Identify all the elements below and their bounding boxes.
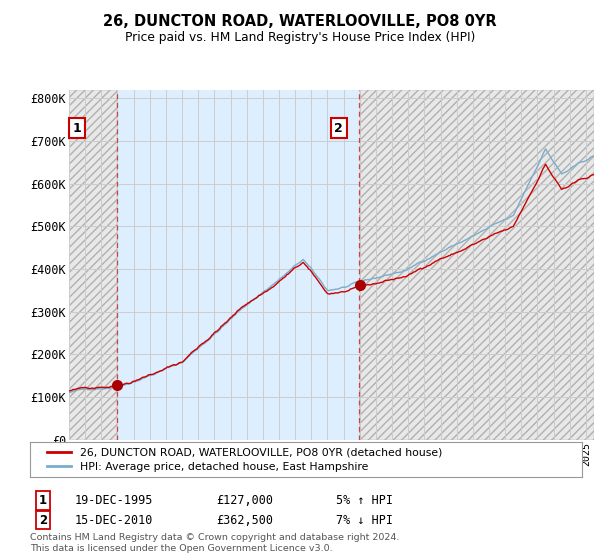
Text: 5% ↑ HPI: 5% ↑ HPI — [336, 494, 393, 507]
Text: 2: 2 — [39, 514, 47, 526]
Bar — [117, 90, 359, 440]
Text: £127,000: £127,000 — [216, 494, 273, 507]
Text: 2: 2 — [334, 122, 343, 134]
Text: 19-DEC-1995: 19-DEC-1995 — [75, 494, 154, 507]
Text: 26, DUNCTON ROAD, WATERLOOVILLE, PO8 0YR: 26, DUNCTON ROAD, WATERLOOVILLE, PO8 0YR — [103, 14, 497, 29]
Bar — [359, 90, 594, 440]
Bar — [69, 90, 117, 440]
Bar — [359, 90, 594, 440]
Text: 1: 1 — [73, 122, 82, 134]
Bar — [69, 90, 117, 440]
Legend: 26, DUNCTON ROAD, WATERLOOVILLE, PO8 0YR (detached house), HPI: Average price, d: 26, DUNCTON ROAD, WATERLOOVILLE, PO8 0YR… — [41, 441, 449, 479]
Text: 1: 1 — [39, 494, 47, 507]
Bar — [117, 90, 359, 440]
Text: Contains HM Land Registry data © Crown copyright and database right 2024.
This d: Contains HM Land Registry data © Crown c… — [30, 533, 400, 553]
Text: 15-DEC-2010: 15-DEC-2010 — [75, 514, 154, 526]
Text: Price paid vs. HM Land Registry's House Price Index (HPI): Price paid vs. HM Land Registry's House … — [125, 31, 475, 44]
Text: £362,500: £362,500 — [216, 514, 273, 526]
Text: 7% ↓ HPI: 7% ↓ HPI — [336, 514, 393, 526]
